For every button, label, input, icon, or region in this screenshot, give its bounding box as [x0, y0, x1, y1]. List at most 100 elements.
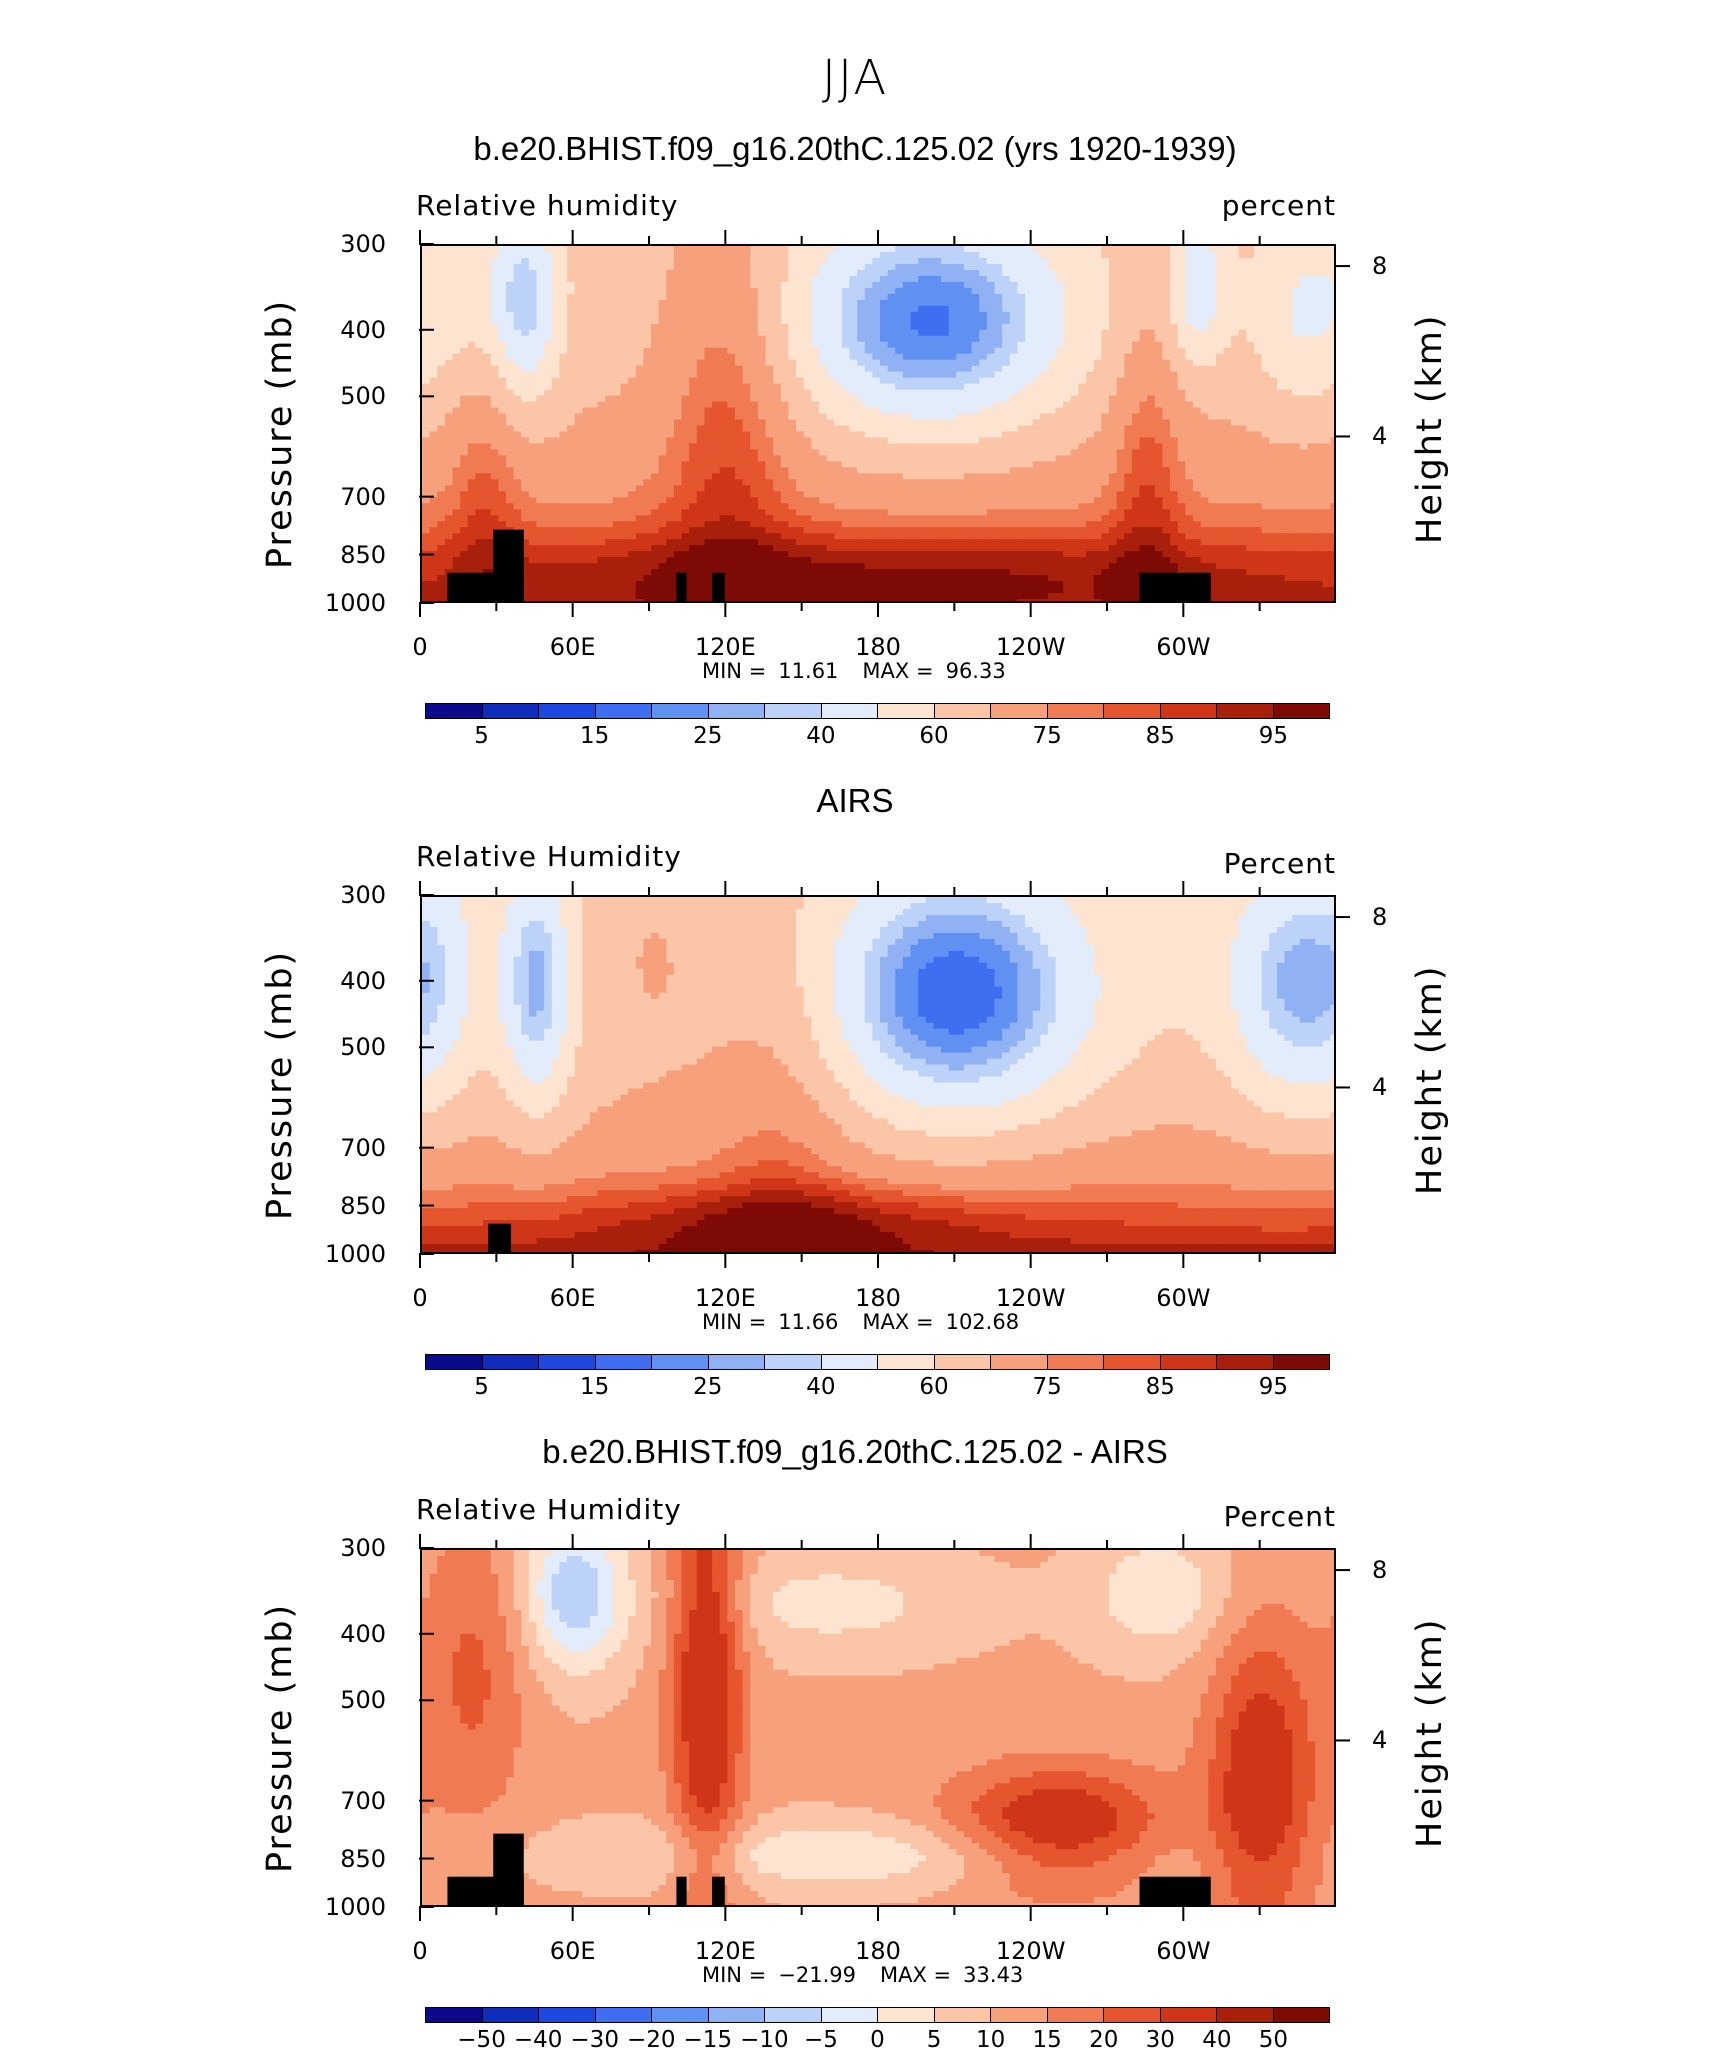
colorbar-swatch [596, 1355, 653, 1369]
figure-title: JJA [0, 50, 1710, 106]
colorbar-label: 60 [919, 723, 948, 749]
lon-tick-label: 180 [855, 1284, 901, 1312]
colorbar [425, 1354, 1330, 1370]
colorbar-swatch [483, 2008, 540, 2022]
max-label: MAX = [862, 659, 933, 683]
lon-tick-label: 60E [550, 1937, 596, 1965]
pressure-tick-label: 850 [340, 541, 386, 569]
pressure-tick-label: 700 [340, 1134, 386, 1162]
colorbar-label: 25 [693, 723, 722, 749]
colorbar [425, 703, 1330, 719]
colorbar-label: 30 [1146, 2027, 1175, 2053]
colorbar-swatch [1217, 704, 1274, 718]
lon-tick-label: 120W [996, 1937, 1066, 1965]
pressure-tick-label: 1000 [325, 1893, 386, 1921]
colorbar-label: 40 [806, 723, 835, 749]
colorbar-label: −50 [457, 2027, 506, 2053]
colorbar-label: 75 [1033, 723, 1062, 749]
colorbar-label: −5 [804, 2027, 838, 2053]
lon-tick-label: 60E [550, 1284, 596, 1312]
min-label: MIN = [702, 659, 766, 683]
pressure-tick-label: 400 [340, 1620, 386, 1648]
colorbar-swatch [765, 2008, 822, 2022]
colorbar-label: 5 [927, 2027, 942, 2053]
axis-ticks [0, 855, 1710, 1355]
colorbar-swatch [1217, 1355, 1274, 1369]
colorbar-swatch [426, 704, 483, 718]
colorbar-label: 20 [1089, 2027, 1118, 2053]
colorbar-swatch [1048, 1355, 1105, 1369]
colorbar-label: 40 [1202, 2027, 1231, 2053]
lon-tick-label: 120E [695, 1937, 756, 1965]
colorbar-swatch [1104, 2008, 1161, 2022]
colorbar [425, 2007, 1330, 2023]
panel-title: b.e20.BHIST.f09_g16.20thC.125.02 (yrs 19… [0, 130, 1710, 168]
pressure-tick-label: 700 [340, 483, 386, 511]
min-label: MIN = [702, 1310, 766, 1334]
colorbar-swatch [935, 704, 992, 718]
colorbar-swatch [765, 704, 822, 718]
colorbar-swatch [878, 704, 935, 718]
colorbar-label: 15 [1033, 2027, 1062, 2053]
pressure-tick-label: 400 [340, 967, 386, 995]
colorbar-swatch [1104, 1355, 1161, 1369]
colorbar-swatch [765, 1355, 822, 1369]
colorbar-label: 75 [1033, 1374, 1062, 1400]
lon-tick-label: 60W [1156, 1284, 1210, 1312]
colorbar-swatch [991, 2008, 1048, 2022]
colorbar-swatch [991, 704, 1048, 718]
colorbar-swatch [1104, 704, 1161, 718]
pressure-tick-label: 850 [340, 1192, 386, 1220]
colorbar-label: 95 [1259, 723, 1288, 749]
lon-tick-label: 120E [695, 633, 756, 661]
colorbar-label: 5 [474, 723, 489, 749]
height-tick-label: 4 [1372, 1726, 1387, 1754]
pressure-tick-label: 850 [340, 1845, 386, 1873]
pressure-tick-label: 1000 [325, 1240, 386, 1268]
pressure-tick-label: 300 [340, 1534, 386, 1562]
colorbar-swatch [935, 1355, 992, 1369]
colorbar-swatch [652, 1355, 709, 1369]
colorbar-swatch [426, 1355, 483, 1369]
height-tick-label: 4 [1372, 1073, 1387, 1101]
colorbar-label: 85 [1146, 1374, 1175, 1400]
colorbar-swatch [709, 2008, 766, 2022]
colorbar-swatch [539, 704, 596, 718]
pressure-tick-label: 500 [340, 1686, 386, 1714]
colorbar-label: 25 [693, 1374, 722, 1400]
colorbar-swatch [539, 2008, 596, 2022]
lon-tick-label: 120W [996, 1284, 1066, 1312]
colorbar-swatch [1217, 2008, 1274, 2022]
colorbar-swatch [1274, 1355, 1330, 1369]
colorbar-swatch [483, 704, 540, 718]
min-value: 11.66 [778, 1310, 838, 1334]
max-value: 96.33 [946, 659, 1006, 683]
colorbar-swatch [1048, 2008, 1105, 2022]
min-value: −21.99 [778, 1963, 856, 1987]
colorbar-swatch [426, 2008, 483, 2022]
colorbar-label: −30 [570, 2027, 619, 2053]
pressure-tick-label: 1000 [325, 589, 386, 617]
colorbar-swatch [596, 2008, 653, 2022]
colorbar-swatch [878, 2008, 935, 2022]
colorbar-label: 15 [580, 723, 609, 749]
lon-tick-label: 60E [550, 633, 596, 661]
pressure-tick-label: 500 [340, 1033, 386, 1061]
height-tick-label: 4 [1372, 422, 1387, 450]
min-label: MIN = [702, 1963, 766, 1987]
colorbar-swatch [652, 2008, 709, 2022]
colorbar-label: 0 [870, 2027, 885, 2053]
colorbar-swatch [878, 1355, 935, 1369]
panel-title: b.e20.BHIST.f09_g16.20thC.125.02 - AIRS [0, 1433, 1710, 1471]
pressure-tick-label: 400 [340, 316, 386, 344]
pressure-tick-label: 700 [340, 1787, 386, 1815]
colorbar-swatch [822, 2008, 879, 2022]
panel-title: AIRS [0, 782, 1710, 820]
lon-tick-label: 0 [412, 1284, 427, 1312]
axis-ticks [0, 1508, 1710, 2008]
colorbar-label: −20 [627, 2027, 676, 2053]
colorbar-swatch [935, 2008, 992, 2022]
height-tick-label: 8 [1372, 903, 1387, 931]
